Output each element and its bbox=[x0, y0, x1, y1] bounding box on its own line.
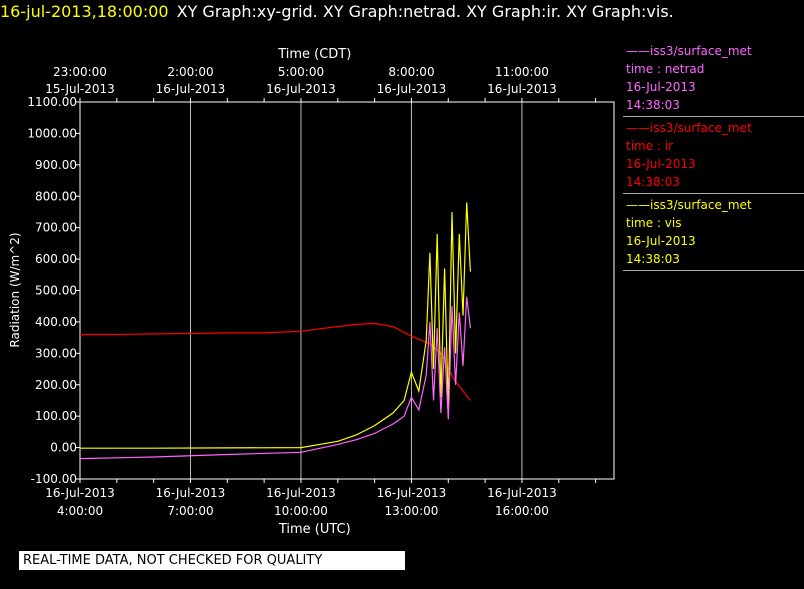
series-line-netrad bbox=[79, 296, 471, 460]
x-tick-date: 16-Jul-2013 bbox=[266, 486, 336, 500]
y-tick-label: 900.00 bbox=[35, 158, 77, 172]
x-axis-title-top: Time (CDT) bbox=[277, 47, 351, 62]
series-line-vis bbox=[80, 202, 471, 449]
y-tick-label: 800.00 bbox=[35, 189, 77, 203]
header-timestamp: 16-jul-2013,18:00:00 bbox=[0, 2, 169, 21]
y-tick-label: 600.00 bbox=[35, 252, 77, 266]
legend-ir-var: time : ir bbox=[626, 139, 674, 153]
x-top-tick-time: 23:00:00 bbox=[53, 65, 107, 79]
y-tick-label: 200.00 bbox=[35, 378, 77, 392]
legend-netrad-time: 14:38:03 bbox=[626, 98, 680, 112]
x-tick-date: 16-Jul-2013 bbox=[487, 486, 557, 500]
y-tick-label: 0.00 bbox=[50, 441, 77, 455]
x-tick-date: 16-Jul-2013 bbox=[156, 486, 226, 500]
quality-disclaimer: REAL-TIME DATA, NOT CHECKED FOR QUALITY bbox=[19, 551, 405, 570]
x-top-tick-date: 16-Jul-2013 bbox=[266, 82, 336, 96]
x-top-tick-date: 15-Jul-2013 bbox=[45, 82, 115, 96]
legend-netrad-var: time : netrad bbox=[626, 62, 705, 76]
x-top-tick-date: 16-Jul-2013 bbox=[487, 82, 557, 96]
legend-netrad-date: 16-Jul-2013 bbox=[626, 80, 696, 94]
x-tick-time: 4:00:00 bbox=[57, 504, 103, 518]
y-tick-label: 700.00 bbox=[35, 221, 77, 235]
legend-entry-ir: ——iss3/surface_met time : ir 16-Jul-2013… bbox=[623, 117, 804, 194]
x-top-tick-date: 16-Jul-2013 bbox=[156, 82, 226, 96]
legend-vis-time: 14:38:03 bbox=[626, 252, 680, 266]
legend-ir-source: ——iss3/surface_met bbox=[626, 121, 752, 135]
x-tick-time: 13:00:00 bbox=[384, 504, 438, 518]
x-tick-time: 10:00:00 bbox=[274, 504, 328, 518]
y-tick-label: 500.00 bbox=[35, 284, 77, 298]
x-axis-title-bottom: Time (UTC) bbox=[278, 522, 351, 537]
header-bar: 16-jul-2013,18:00:00 XY Graph:xy-grid. XY… bbox=[0, 2, 674, 24]
y-tick-label: 1100.00 bbox=[27, 95, 77, 109]
y-tick-label: -100.00 bbox=[31, 472, 77, 486]
y-tick-label: 100.00 bbox=[35, 409, 77, 423]
legend-vis-date: 16-Jul-2013 bbox=[626, 234, 696, 248]
plot-frame bbox=[79, 101, 615, 480]
legend-vis-source: ——iss3/surface_met bbox=[626, 198, 752, 212]
legend-entry-vis: ——iss3/surface_met time : vis 16-Jul-201… bbox=[623, 194, 804, 271]
legend-ir-date: 16-Jul-2013 bbox=[626, 157, 696, 171]
y-tick-label: 300.00 bbox=[35, 346, 77, 360]
header-graph-titles: XY Graph:xy-grid. XY Graph:netrad. XY Gr… bbox=[176, 2, 674, 21]
legend-netrad-source: ——iss3/surface_met bbox=[626, 44, 752, 58]
x-tick-date: 16-Jul-2013 bbox=[45, 486, 115, 500]
legend: ——iss3/surface_met time : netrad 16-Jul-… bbox=[623, 40, 804, 271]
legend-vis-var: time : vis bbox=[626, 216, 682, 230]
x-top-tick-time: 5:00:00 bbox=[278, 65, 324, 79]
x-top-tick-time: 8:00:00 bbox=[388, 65, 434, 79]
legend-ir-time: 14:38:03 bbox=[626, 175, 680, 189]
series-line-ir bbox=[80, 322, 471, 401]
legend-entry-netrad: ——iss3/surface_met time : netrad 16-Jul-… bbox=[623, 40, 804, 117]
x-top-tick-date: 16-Jul-2013 bbox=[377, 82, 447, 96]
x-tick-date: 16-Jul-2013 bbox=[377, 486, 447, 500]
y-axis-title: Radiation (W/m^2) bbox=[8, 232, 22, 347]
x-tick-time: 16:00:00 bbox=[495, 504, 549, 518]
x-tick-time: 7:00:00 bbox=[167, 504, 213, 518]
x-top-tick-time: 2:00:00 bbox=[167, 65, 213, 79]
y-tick-label: 400.00 bbox=[35, 315, 77, 329]
x-top-tick-time: 11:00:00 bbox=[495, 65, 549, 79]
y-tick-label: 1000.00 bbox=[27, 126, 77, 140]
